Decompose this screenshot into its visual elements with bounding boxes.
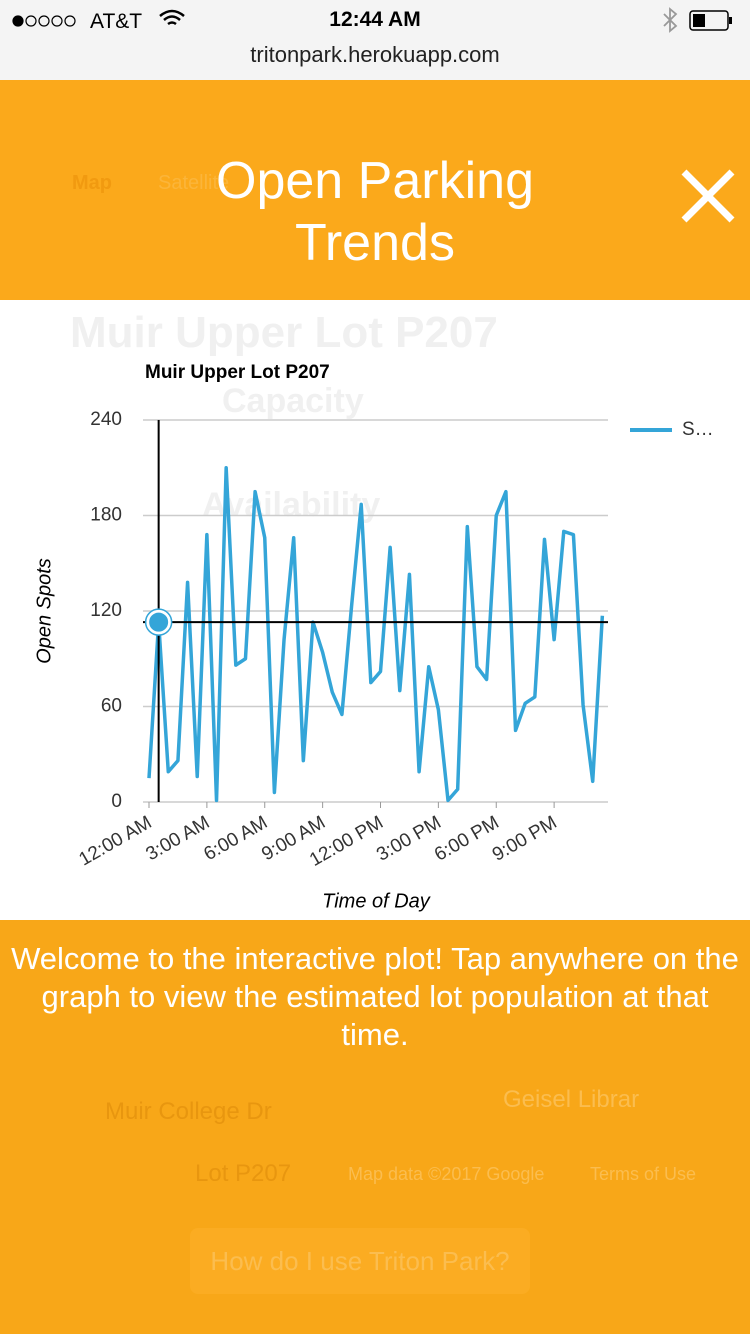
battery-level bbox=[693, 14, 705, 27]
x-tick-label: 9:00 PM bbox=[489, 812, 561, 866]
chart-title: Muir Upper Lot P207 bbox=[145, 362, 330, 383]
x-tick-label: 6:00 PM bbox=[431, 812, 503, 866]
bg-availability: Availability bbox=[202, 486, 381, 524]
bg-help-button: How do I use Triton Park? bbox=[190, 1228, 530, 1294]
bg-lot-name: Muir Upper Lot P207 bbox=[70, 308, 498, 357]
x-tick-label: 3:00 AM bbox=[142, 812, 213, 865]
clock: 12:44 AM bbox=[329, 8, 421, 31]
x-axis-label: Time of Day bbox=[322, 890, 431, 912]
url: tritonpark.herokuapp.com bbox=[250, 42, 500, 67]
map-tab: Map bbox=[72, 172, 112, 194]
wifi-icon bbox=[159, 9, 185, 26]
legend-label: S… bbox=[682, 419, 714, 440]
y-tick-label: 60 bbox=[101, 696, 122, 717]
selected-point bbox=[146, 609, 172, 635]
bg-terms: Terms of Use bbox=[590, 1164, 697, 1184]
satellite-tab: Satellite bbox=[158, 172, 230, 194]
bg-lot-label: Lot P207 bbox=[195, 1160, 292, 1187]
x-tick-label: 6:00 AM bbox=[200, 812, 271, 865]
bg-capacity: Capacity bbox=[222, 382, 364, 420]
line-series bbox=[147, 466, 605, 803]
signal bbox=[12, 15, 76, 27]
battery bbox=[689, 10, 729, 31]
carrier: AT&T bbox=[90, 10, 143, 33]
bg-street: Muir College Dr bbox=[105, 1098, 272, 1125]
x-tick-label: 3:00 PM bbox=[373, 812, 445, 866]
y-tick-label: 180 bbox=[90, 505, 122, 526]
instructions: Welcome to the interactive plot! Tap any… bbox=[11, 941, 739, 1052]
overlay-title: Open Parking Trends bbox=[216, 152, 534, 272]
y-tick-label: 240 bbox=[90, 409, 122, 430]
y-tick-label: 120 bbox=[90, 600, 122, 621]
bg-map-data: Map data ©2017 Google bbox=[348, 1164, 545, 1184]
close-button[interactable] bbox=[681, 169, 735, 223]
bluetooth-icon bbox=[663, 7, 678, 33]
y-axis-label: Open Spots bbox=[33, 558, 55, 664]
selected-point-ring bbox=[144, 608, 173, 636]
bg-library: Geisel Librar bbox=[503, 1086, 640, 1113]
y-tick-label: 0 bbox=[111, 791, 122, 812]
x-tick-label: 12:00 AM bbox=[75, 812, 155, 870]
battery-tip bbox=[729, 17, 732, 24]
overlay-header bbox=[0, 80, 750, 300]
chart-panel bbox=[0, 300, 750, 920]
